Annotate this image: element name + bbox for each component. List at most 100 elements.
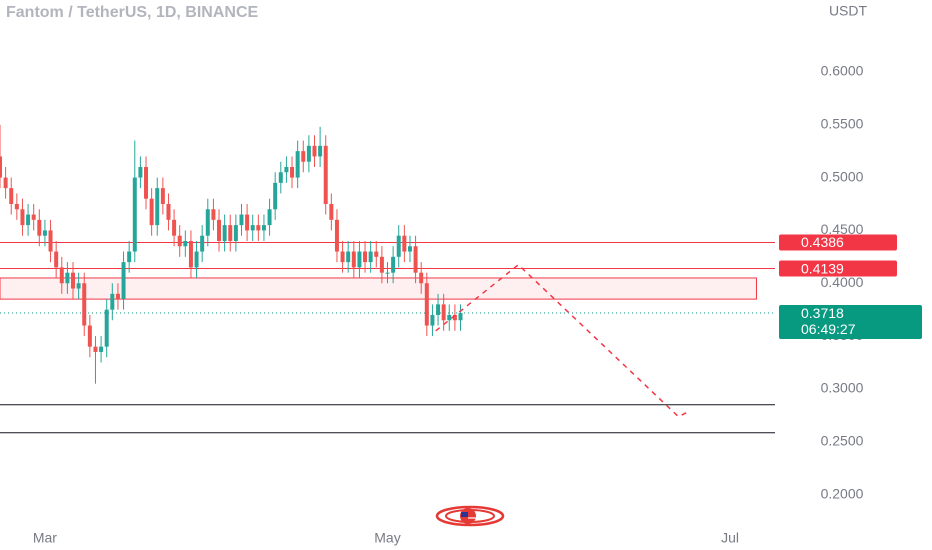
candle-body [233, 225, 238, 241]
candle-body [211, 209, 216, 220]
candle-body [177, 235, 182, 247]
candle-body [295, 151, 300, 178]
candle-body [110, 293, 115, 310]
candle-body [368, 251, 373, 263]
candle-body [329, 203, 334, 220]
candle-body [205, 209, 210, 236]
resistance-zone [0, 277, 757, 300]
candle-body [0, 156, 2, 178]
candle-body [357, 251, 362, 268]
candle-body [71, 272, 76, 289]
candle-body [99, 346, 104, 352]
candle-body [160, 188, 165, 204]
candle-body [334, 219, 339, 252]
countdown-label: 06:49:27 [801, 321, 856, 337]
candle-body [166, 203, 171, 220]
candle-body [306, 145, 311, 162]
candle-body [37, 219, 42, 236]
candle-body [132, 177, 137, 252]
level-label-box [779, 260, 897, 277]
candle-body [256, 225, 261, 231]
candle-body [284, 166, 289, 173]
candle-body [441, 304, 446, 321]
candle-body [239, 214, 244, 226]
candle-body [346, 251, 351, 263]
candle-body [217, 219, 222, 241]
candle-body [121, 262, 126, 300]
candle-body [261, 225, 266, 231]
candle-body [396, 235, 401, 257]
last-price-label: 0.3718 [801, 305, 844, 321]
candle-body [65, 272, 70, 284]
x-tick-label: Mar [33, 530, 57, 546]
candle-body [379, 256, 384, 273]
candle-body [54, 251, 59, 268]
x-tick-label: Jul [721, 530, 739, 546]
candle-body [48, 230, 53, 252]
candle-body [59, 267, 64, 284]
y-tick-label: 0.6000 [821, 63, 864, 79]
candle-body [144, 166, 149, 199]
candle-body [183, 240, 188, 247]
candle-body [250, 225, 255, 231]
candle-body [26, 214, 31, 226]
candle-body [413, 246, 418, 273]
level-label: 0.4386 [801, 234, 844, 250]
level-label-box [779, 234, 897, 251]
candle-body [222, 225, 227, 241]
candle-body [115, 293, 120, 300]
candle-body [104, 309, 109, 347]
candle-body [301, 151, 306, 162]
candle-body [402, 235, 407, 252]
candle-body [312, 145, 317, 157]
candle-body [76, 283, 81, 289]
level-label: 0.4139 [801, 260, 844, 276]
candle-body [200, 235, 205, 252]
candle-body [194, 251, 199, 268]
candle-body [273, 182, 278, 210]
candle-body [458, 313, 463, 321]
candle-body [385, 272, 390, 274]
price-unit: USDT [829, 3, 868, 19]
candle-body [87, 325, 92, 347]
y-tick-label: 0.3000 [821, 380, 864, 396]
candle-body [172, 219, 177, 236]
candle-body [188, 240, 193, 268]
candle-body [452, 314, 457, 321]
candle-body [278, 172, 283, 183]
x-tick-label: May [374, 530, 400, 546]
y-tick-label: 0.5000 [821, 168, 864, 184]
candle-body [267, 209, 272, 226]
candle-body [363, 251, 368, 263]
candle-body [340, 251, 345, 263]
candle-body [9, 188, 14, 204]
candle-body [93, 346, 98, 352]
y-tick-label: 0.2500 [821, 432, 864, 448]
candle-body [127, 251, 132, 263]
candle-body [374, 251, 379, 257]
candle-body [323, 145, 328, 204]
chart-title: Fantom / TetherUS, 1D, BINANCE [6, 4, 259, 21]
candle-body [436, 304, 441, 315]
candle-body [430, 314, 435, 326]
logo [435, 505, 505, 527]
candle-body [31, 214, 36, 220]
candle-body [42, 230, 47, 236]
candle-body [351, 251, 356, 268]
candle-body [228, 225, 233, 241]
candle-body [138, 166, 143, 178]
candle-body [290, 166, 295, 178]
candle-body [155, 188, 160, 226]
y-tick-label: 0.5500 [821, 115, 864, 131]
y-tick-label: 0.4000 [821, 274, 864, 290]
candle-body [419, 272, 424, 284]
candle-body [407, 246, 412, 252]
candle-body [82, 283, 87, 326]
y-tick-label: 0.4500 [821, 221, 864, 237]
candle-body [14, 203, 19, 210]
candle-body [424, 283, 429, 326]
candle-body [447, 314, 452, 321]
last-price-box [779, 305, 922, 340]
